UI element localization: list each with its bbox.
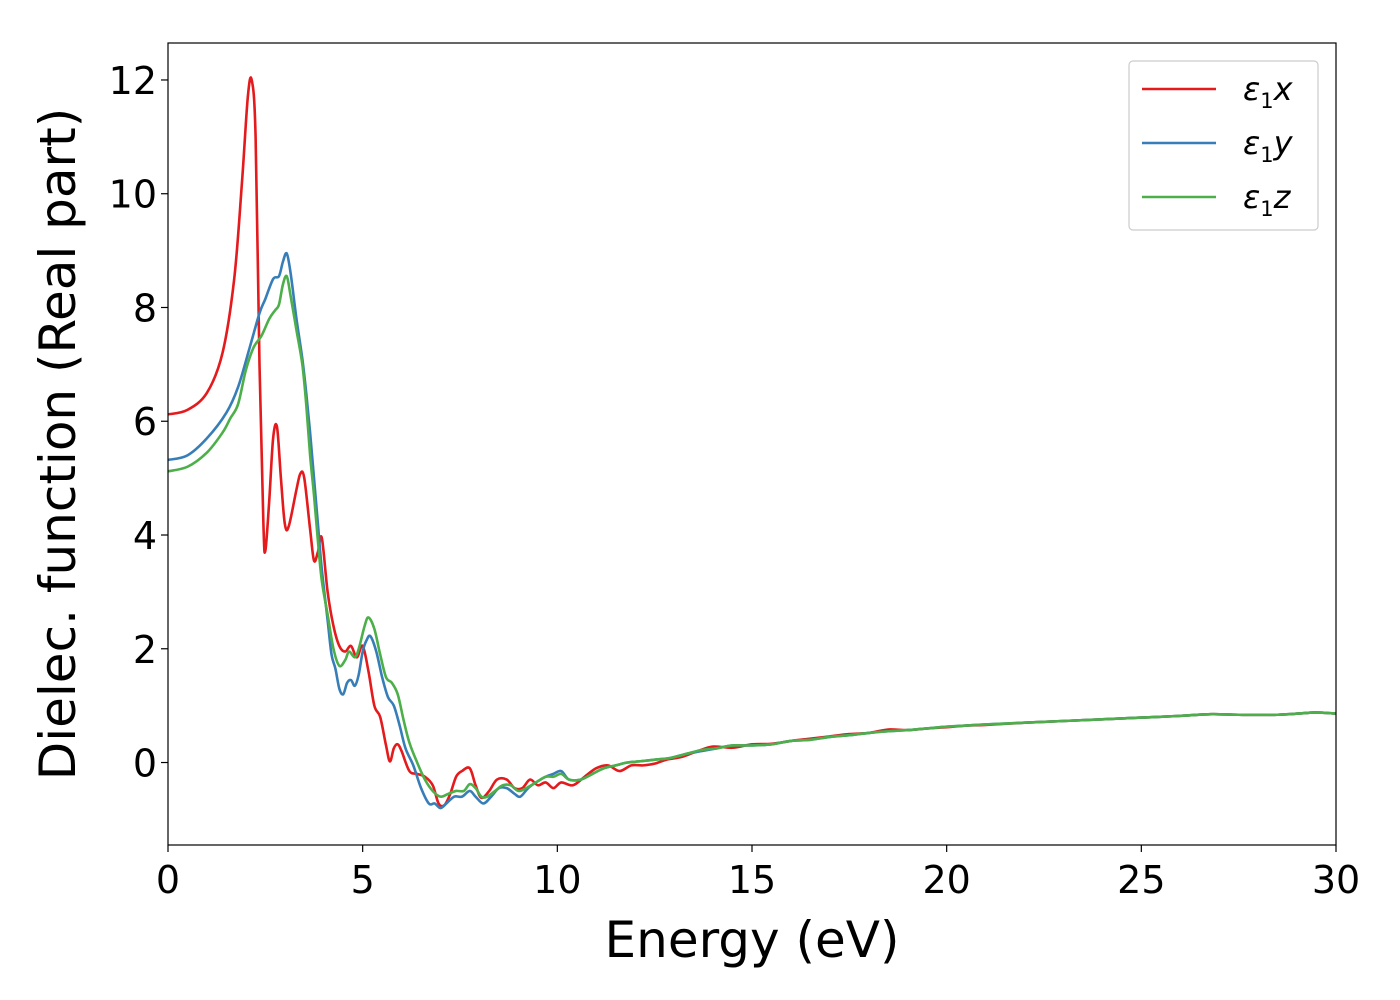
legend: ε1x ε1y ε1z	[1128, 60, 1319, 231]
y-tick-label: 10	[109, 173, 157, 217]
y-tick-label: 8	[133, 286, 157, 330]
y-axis-title: Dielec. function (Real part)	[29, 108, 87, 780]
y-tick-label: 4	[133, 514, 157, 558]
series-line-z	[168, 274, 1336, 799]
legend-box	[1128, 60, 1319, 231]
series-layer	[168, 76, 1336, 810]
legend-label: ε1z	[1243, 178, 1292, 221]
x-tick-label: 25	[1117, 858, 1165, 902]
x-tick-label: 10	[533, 858, 581, 902]
y-tick-label: 6	[133, 400, 157, 444]
y-tick-label: 0	[133, 742, 157, 786]
x-tick-label: 20	[922, 858, 970, 902]
x-axis-title: Energy (eV)	[605, 911, 900, 969]
legend-label: ε1x	[1243, 70, 1294, 113]
legend-label: ε1y	[1243, 124, 1294, 167]
y-axis-ticks: 0 2 4 6 8 10 12	[109, 59, 168, 786]
x-tick-label: 30	[1312, 858, 1360, 902]
legend-entry-z: ε1z	[1142, 178, 1292, 221]
x-axis-ticks: 0 5 10 15 20 25 30	[156, 845, 1360, 902]
legend-entry-x: ε1x	[1142, 70, 1294, 113]
y-tick-label: 2	[133, 628, 157, 672]
y-tick-label: 12	[109, 59, 157, 103]
x-tick-label: 0	[156, 858, 180, 902]
x-tick-label: 5	[351, 858, 375, 902]
legend-entry-y: ε1y	[1142, 124, 1294, 167]
x-tick-label: 15	[728, 858, 776, 902]
